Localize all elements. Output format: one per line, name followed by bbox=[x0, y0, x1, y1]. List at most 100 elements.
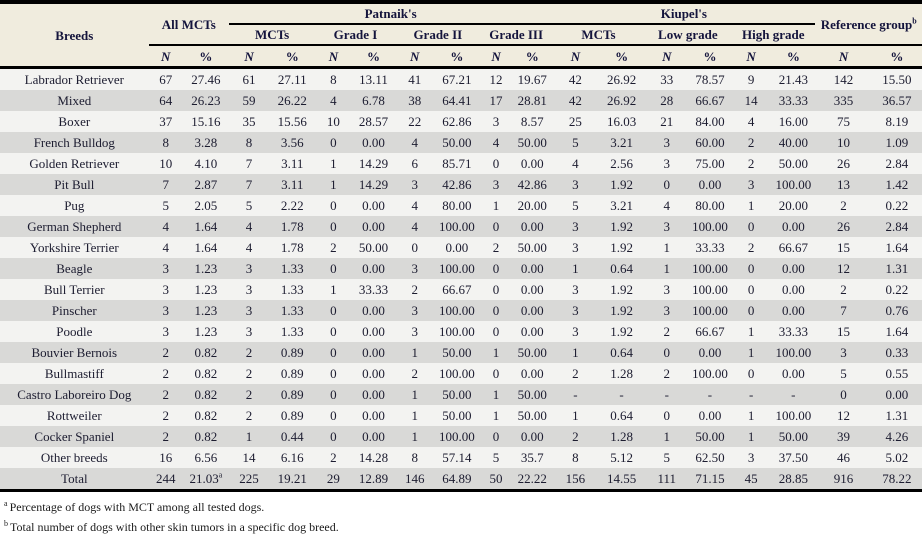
value-cell: 46 bbox=[837, 450, 851, 465]
value-cell: 1.23 bbox=[194, 303, 218, 318]
value-cell: 0 bbox=[330, 324, 337, 339]
value-cell: 85.71 bbox=[442, 156, 472, 171]
value-cell: 42.86 bbox=[442, 177, 472, 192]
value-cell: 10 bbox=[326, 114, 340, 129]
value-cell: 3 bbox=[492, 114, 500, 129]
breed-cell: Pit Bull bbox=[54, 177, 95, 192]
table-row: Pug 5 2.05 5 2.22 0 0.00 4 80.00 1 20.00 5 3.21 4 80.0… bbox=[0, 195, 922, 216]
col-header-n: N bbox=[644, 45, 689, 69]
value-cell: 0.00 bbox=[362, 303, 385, 318]
value-cell: 3 bbox=[747, 450, 755, 465]
table-row: Rottweiler 2 0.82 2 0.89 0 0.00 1 50.00 1 50.00 1 0.… bbox=[0, 405, 922, 426]
value-cell: 0 bbox=[330, 261, 337, 276]
value-cell: 2.05 bbox=[194, 198, 218, 213]
col-header-pct: % bbox=[351, 45, 396, 69]
value-cell: 1.92 bbox=[610, 282, 633, 297]
value-cell: 1.33 bbox=[280, 303, 304, 318]
value-cell: 19.21 bbox=[277, 471, 307, 486]
value-cell: 8 bbox=[572, 450, 579, 465]
value-cell: 1 bbox=[572, 261, 579, 276]
value-cell: 41 bbox=[408, 72, 422, 87]
value-cell: 3.21 bbox=[610, 135, 633, 150]
value-cell: 27.11 bbox=[277, 72, 307, 87]
value-cell: 1.92 bbox=[610, 240, 633, 255]
value-cell: 142 bbox=[833, 72, 854, 87]
col-header-pct: % bbox=[871, 45, 922, 69]
value-cell: 33.33 bbox=[695, 240, 725, 255]
value-cell: 3 bbox=[572, 177, 579, 192]
value-cell: 33.33 bbox=[778, 324, 808, 339]
col-header-pct: % bbox=[598, 45, 645, 69]
value-cell: 0 bbox=[492, 303, 500, 318]
value-cell: 2.87 bbox=[194, 177, 218, 192]
table-row: Other breeds 16 6.56 14 6.16 2 14.28 8 57.14 5 35.… bbox=[0, 447, 922, 468]
value-cell: 6.56 bbox=[194, 450, 218, 465]
value-cell: 1 bbox=[492, 408, 500, 423]
value-cell: 60.00 bbox=[695, 135, 725, 150]
value-cell: 78.57 bbox=[695, 72, 725, 87]
value-cell: 42 bbox=[568, 72, 582, 87]
value-cell: 14 bbox=[242, 450, 256, 465]
value-cell: 1 bbox=[747, 324, 755, 339]
value-cell: 1 bbox=[572, 408, 579, 423]
value-cell: 3 bbox=[162, 282, 169, 297]
table-row: Beagle 3 1.23 3 1.33 0 0.00 3 100.00 0 0.00 1 0.64 1 1… bbox=[0, 258, 922, 279]
value-cell: 0.00 bbox=[362, 324, 385, 339]
value-cell: 1 bbox=[411, 408, 418, 423]
value-cell: 1.23 bbox=[194, 261, 218, 276]
value-cell: 3 bbox=[663, 156, 671, 171]
value-cell: 3 bbox=[492, 177, 500, 192]
breed-cell: Pinscher bbox=[51, 303, 97, 318]
value-cell: 100.00 bbox=[692, 219, 728, 234]
value-cell: 62.50 bbox=[695, 450, 725, 465]
value-cell: 40.00 bbox=[778, 135, 808, 150]
value-cell: 3 bbox=[411, 261, 418, 276]
value-cell: 8.57 bbox=[520, 114, 544, 129]
value-cell: 2.84 bbox=[885, 156, 909, 171]
value-cell: 3 bbox=[162, 324, 169, 339]
value-cell: 0 bbox=[747, 261, 755, 276]
value-cell: 0 bbox=[747, 303, 755, 318]
value-cell: 0.00 bbox=[362, 219, 385, 234]
value-cell: 67 bbox=[159, 72, 173, 87]
value-cell: 1 bbox=[330, 177, 337, 192]
value-cell: 14 bbox=[744, 93, 758, 108]
value-cell: 2 bbox=[663, 366, 671, 381]
value-cell: 9 bbox=[747, 72, 755, 87]
value-cell: 2 bbox=[330, 240, 337, 255]
value-cell: 4 bbox=[245, 219, 253, 234]
value-cell: 13 bbox=[837, 177, 851, 192]
value-cell: 0.00 bbox=[520, 261, 544, 276]
value-cell: 26 bbox=[837, 219, 851, 234]
table-row: Pinscher 3 1.23 3 1.33 0 0.00 3 100.00 0 0.00 3 1.92… bbox=[0, 300, 922, 321]
value-cell: 27.46 bbox=[191, 72, 221, 87]
table-row: Golden Retriever 10 4.10 7 3.11 1 14.29 6 85.71 0… bbox=[0, 153, 922, 174]
value-cell: 1 bbox=[330, 282, 337, 297]
breed-cell: Bullmastiff bbox=[44, 366, 104, 381]
value-cell: 4.10 bbox=[194, 156, 218, 171]
value-cell: 0 bbox=[492, 324, 500, 339]
value-cell: 64 bbox=[159, 93, 173, 108]
value-cell: 3 bbox=[747, 177, 755, 192]
value-cell: 50.00 bbox=[778, 429, 808, 444]
col-header-n: N bbox=[479, 45, 513, 69]
value-cell: 0 bbox=[330, 135, 337, 150]
value-cell: 0.00 bbox=[520, 156, 544, 171]
value-cell: 4 bbox=[411, 135, 418, 150]
value-cell: 21 bbox=[660, 114, 674, 129]
value-cell: 71.15 bbox=[695, 471, 725, 486]
table-row: Cocker Spaniel 2 0.82 1 0.44 0 0.00 1 100.00 0 0.0… bbox=[0, 426, 922, 447]
value-cell: 0.22 bbox=[885, 198, 909, 213]
value-cell: 0 bbox=[411, 240, 418, 255]
value-cell: 0 bbox=[330, 219, 337, 234]
value-cell: 3 bbox=[411, 177, 418, 192]
value-cell: 3.28 bbox=[194, 135, 218, 150]
value-cell: 5 bbox=[162, 198, 169, 213]
col-header-n: N bbox=[395, 45, 434, 69]
value-cell: 16.00 bbox=[778, 114, 808, 129]
value-cell: 2 bbox=[162, 387, 169, 402]
value-cell: 1.31 bbox=[885, 408, 909, 423]
value-cell: 5 bbox=[840, 366, 847, 381]
value-cell: 25 bbox=[568, 114, 582, 129]
table-row: French Bulldog 8 3.28 8 3.56 0 0.00 4 50.00 4 50.0… bbox=[0, 132, 922, 153]
